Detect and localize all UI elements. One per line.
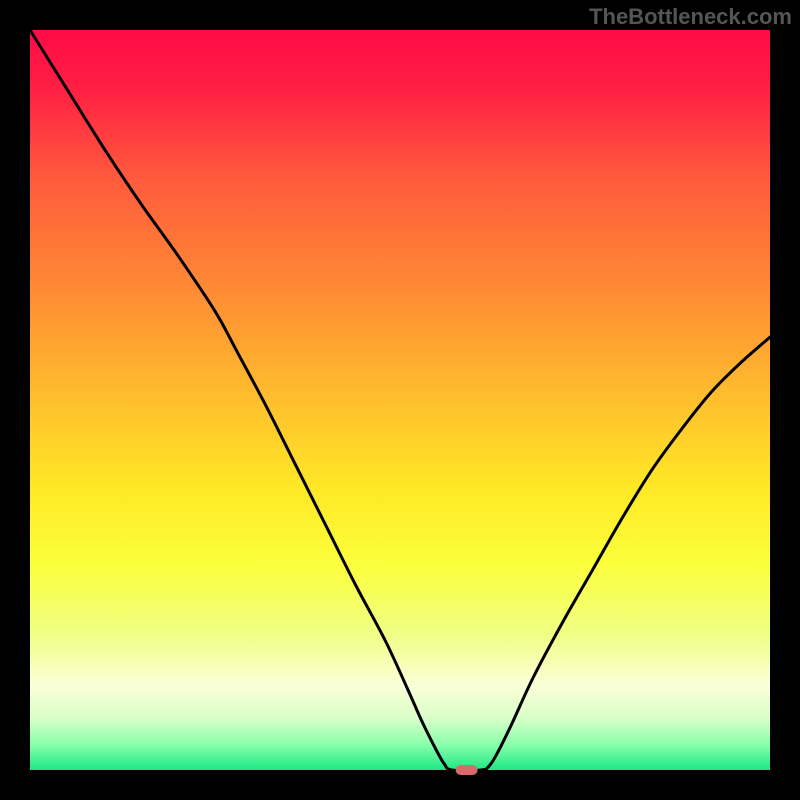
bottleneck-chart [0, 0, 800, 800]
chart-container: TheBottleneck.com [0, 0, 800, 800]
plot-background [30, 30, 770, 770]
optimal-marker [456, 765, 478, 775]
watermark-text: TheBottleneck.com [589, 4, 792, 30]
